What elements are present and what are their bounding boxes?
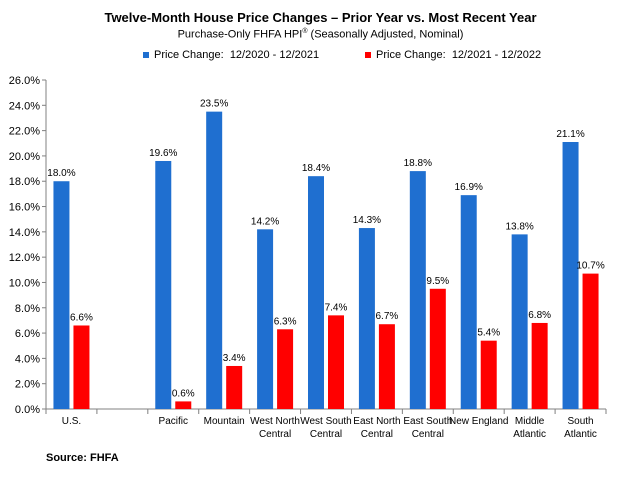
bar-series-1 [53, 181, 70, 409]
y-tick-label: 18.0% [9, 176, 40, 188]
y-tick-label: 8.0% [15, 303, 40, 315]
y-tick-label: 12.0% [9, 252, 40, 264]
bar-series-2 [378, 324, 395, 409]
x-category-label: Central [412, 429, 444, 440]
data-label-series-1: 18.4% [302, 163, 330, 174]
y-tick-label: 14.0% [9, 227, 40, 239]
bar-series-1 [257, 229, 274, 409]
legend: Price Change: 12/2020 - 12/2021 Price Ch… [0, 49, 641, 63]
bar-series-1 [460, 195, 477, 409]
y-tick-label: 20.0% [9, 151, 40, 163]
y-tick-label: 0.0% [15, 404, 40, 416]
y-tick-label: 16.0% [9, 202, 40, 214]
x-category-label: New England [449, 416, 508, 427]
data-label-series-2: 6.3% [274, 316, 297, 327]
x-category-label: Central [361, 429, 393, 440]
bar-series-1 [206, 111, 223, 409]
bar-series-2 [582, 273, 599, 409]
subtitle-tail: (Seasonally Adjusted, Nominal) [307, 28, 464, 41]
x-category-label: Central [310, 429, 342, 440]
data-label-series-1: 18.8% [404, 158, 432, 169]
bar-series-2 [175, 401, 192, 409]
bar-series-1 [155, 160, 172, 409]
data-label-series-1: 14.3% [353, 215, 381, 226]
x-category-label: South [567, 416, 593, 427]
y-tick-label: 22.0% [9, 126, 40, 138]
y-tick-label: 2.0% [15, 379, 40, 391]
bar-series-2 [226, 365, 243, 409]
legend-item-series-1: Price Change: 12/2020 - 12/2021 [143, 49, 319, 61]
legend-item-series-2: Price Change: 12/2021 - 12/2022 [365, 49, 541, 61]
bar-series-1 [409, 171, 426, 409]
bar-series-2 [480, 340, 497, 409]
data-label-series-2: 6.6% [70, 312, 93, 323]
subtitle-main: Purchase-Only FHFA HPI [177, 28, 303, 41]
data-label-series-2: 7.4% [325, 302, 348, 313]
data-label-series-2: 6.7% [376, 311, 399, 322]
legend-swatch-series-1 [143, 52, 149, 58]
bar-series-2 [328, 315, 344, 409]
x-category-label: East North [353, 416, 400, 427]
bar-series-2 [429, 288, 446, 409]
data-label-series-1: 21.1% [556, 129, 584, 140]
y-tick-label: 26.0% [9, 75, 40, 87]
data-label-series-2: 10.7% [576, 261, 604, 272]
y-tick-label: 10.0% [9, 277, 40, 289]
data-label-series-1: 19.6% [149, 148, 177, 159]
x-category-label: Pacific [159, 416, 188, 427]
x-category-label: Middle [515, 416, 545, 427]
data-label-series-1: 13.8% [505, 221, 533, 232]
data-label-series-1: 14.2% [251, 216, 279, 227]
legend-swatch-series-2 [365, 52, 371, 58]
data-label-series-2: 3.4% [223, 353, 246, 364]
data-label-series-2: 6.8% [528, 310, 551, 321]
x-category-label: U.S. [62, 416, 81, 427]
chart-subtitle: Purchase-Only FHFA HPI® (Seasonally Adju… [0, 28, 641, 41]
x-category-label: East South [403, 416, 452, 427]
chart-title: Twelve-Month House Price Changes – Prior… [104, 10, 537, 25]
bar-series-1 [562, 142, 579, 409]
x-category-label: Central [259, 429, 291, 440]
data-label-series-2: 9.5% [426, 276, 449, 287]
bar-series-1 [358, 228, 375, 409]
y-tick-label: 4.0% [15, 353, 40, 365]
y-tick-label: 24.0% [9, 100, 40, 112]
data-label-series-1: 18.0% [47, 168, 75, 179]
bar-series-1 [308, 176, 324, 409]
x-category-label: Mountain [204, 416, 245, 427]
data-label-series-2: 5.4% [477, 328, 500, 339]
x-category-label: Atlantic [564, 429, 597, 440]
legend-label-series-1: Price Change: 12/2020 - 12/2021 [154, 49, 320, 61]
data-label-series-1: 16.9% [455, 182, 483, 193]
x-category-label: Atlantic [513, 429, 546, 440]
x-category-label: West South [300, 416, 352, 427]
bar-series-1 [511, 234, 528, 409]
data-label-series-1: 23.5% [200, 99, 228, 110]
legend-label-series-2: Price Change: 12/2021 - 12/2022 [376, 49, 542, 61]
x-category-label: West North [250, 416, 300, 427]
registered-mark: ® [302, 28, 308, 35]
source-note: Source: FHFA [46, 452, 119, 464]
bar-series-2 [73, 325, 90, 409]
bar-series-2 [277, 329, 294, 409]
data-label-series-2: 0.6% [172, 388, 195, 399]
bar-series-2 [531, 322, 548, 409]
y-tick-label: 6.0% [15, 328, 40, 340]
